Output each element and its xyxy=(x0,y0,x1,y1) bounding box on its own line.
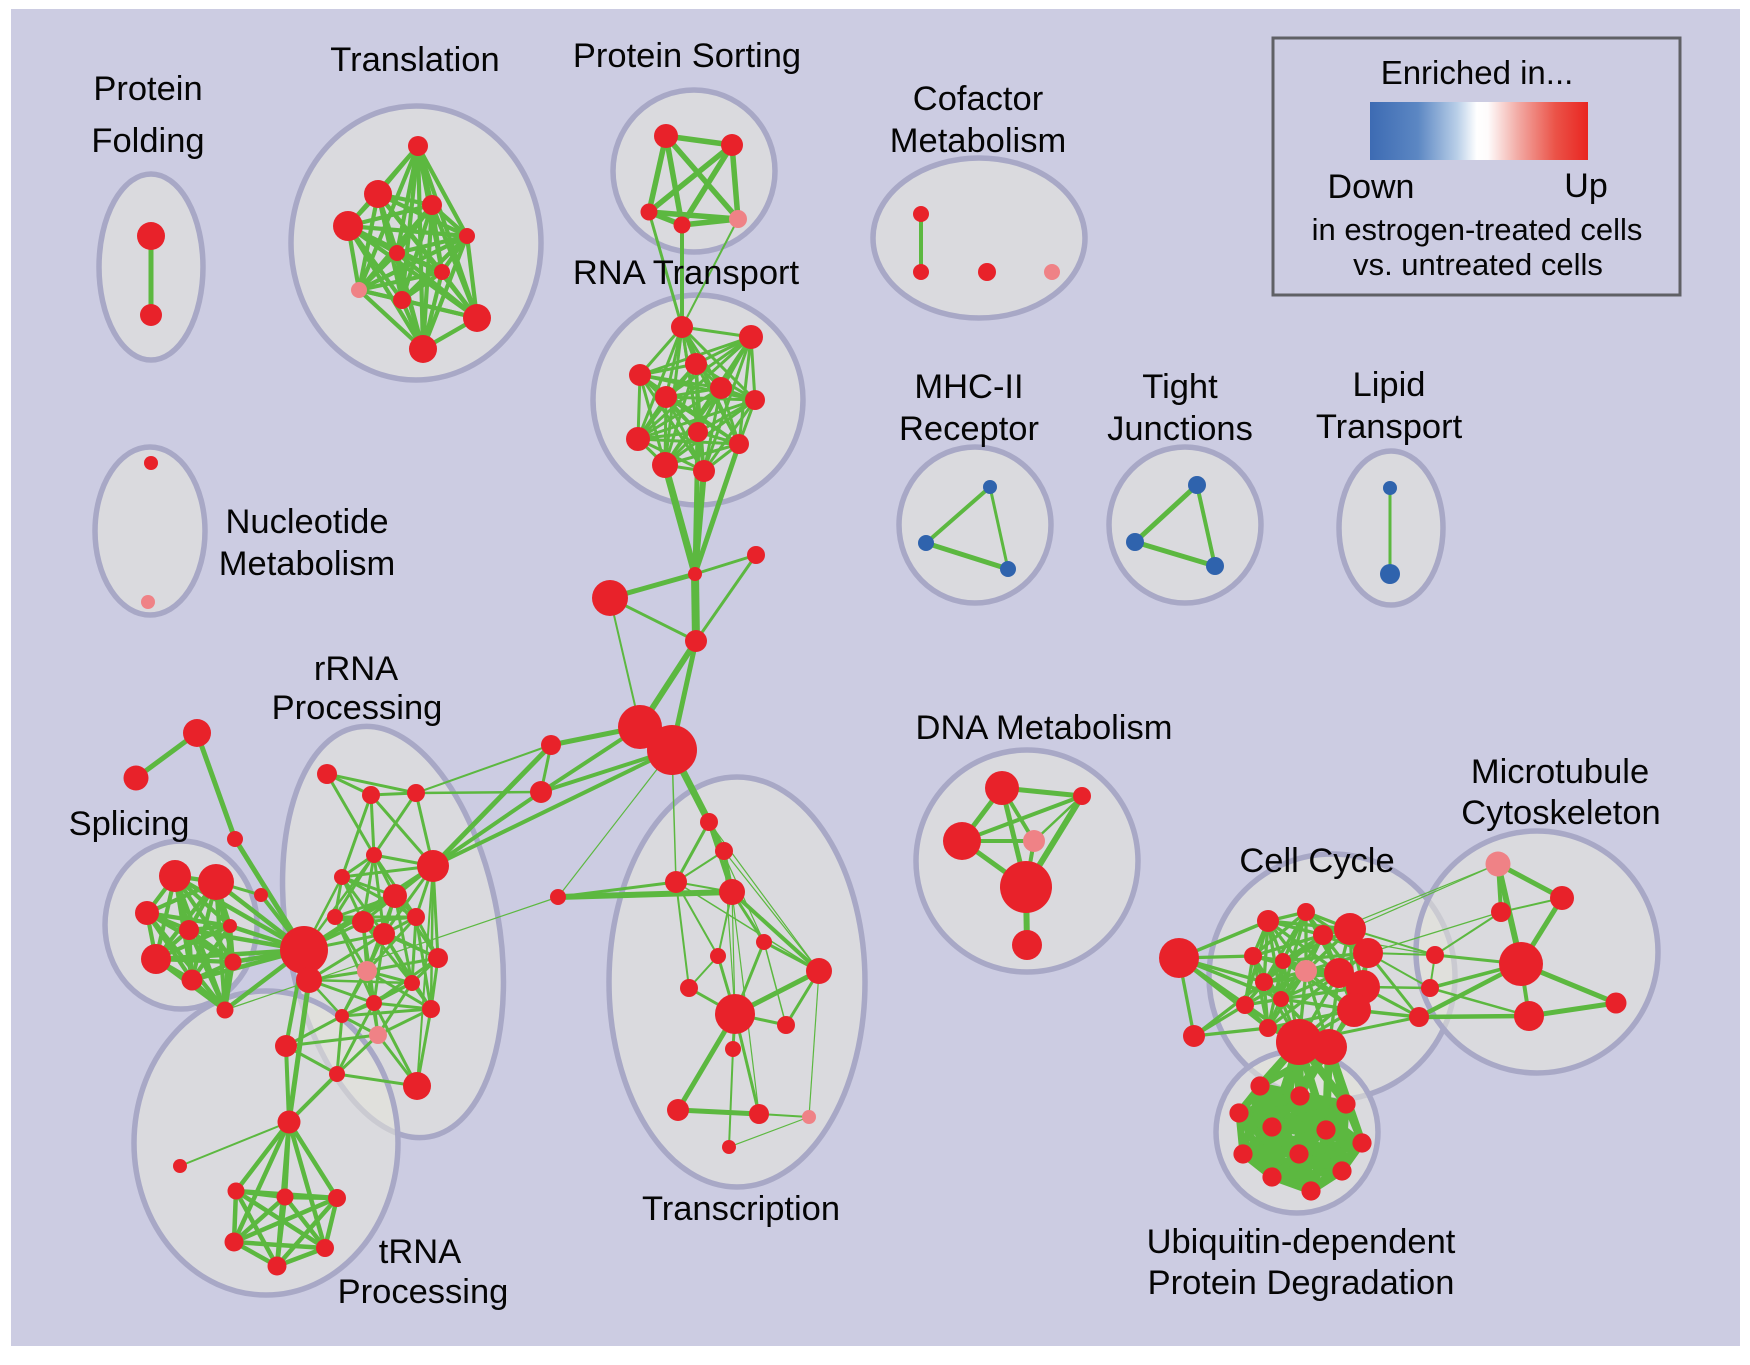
svg-text:Receptor: Receptor xyxy=(899,410,1039,448)
svg-text:in estrogen-treated cells: in estrogen-treated cells xyxy=(1312,212,1643,247)
svg-text:Down: Down xyxy=(1328,168,1415,206)
svg-text:RNA Transport: RNA Transport xyxy=(573,254,800,292)
svg-text:Cofactor: Cofactor xyxy=(913,80,1043,118)
svg-text:Cell Cycle: Cell Cycle xyxy=(1239,842,1394,880)
svg-text:Up: Up xyxy=(1564,167,1607,205)
svg-text:Microtubule: Microtubule xyxy=(1471,753,1649,791)
svg-text:Lipid: Lipid xyxy=(1353,366,1426,404)
svg-text:rRNA: rRNA xyxy=(314,650,398,688)
svg-text:Transport: Transport xyxy=(1316,408,1463,446)
svg-text:MHC-II: MHC-II xyxy=(914,368,1023,406)
svg-text:tRNA: tRNA xyxy=(379,1233,461,1271)
svg-text:DNA Metabolism: DNA Metabolism xyxy=(916,709,1173,747)
svg-text:Splicing: Splicing xyxy=(69,805,190,843)
svg-text:Junctions: Junctions xyxy=(1107,410,1253,448)
svg-text:Enriched in...: Enriched in... xyxy=(1381,54,1574,91)
svg-text:Nucleotide: Nucleotide xyxy=(225,503,388,541)
svg-text:Processing: Processing xyxy=(272,689,443,727)
svg-text:Tight: Tight xyxy=(1142,368,1218,406)
svg-text:Metabolism: Metabolism xyxy=(890,122,1066,160)
svg-text:Folding: Folding xyxy=(91,122,204,160)
svg-text:Transcription: Transcription xyxy=(642,1190,840,1228)
svg-text:Protein Sorting: Protein Sorting xyxy=(573,37,801,75)
svg-text:Ubiquitin-dependent: Ubiquitin-dependent xyxy=(1147,1223,1456,1261)
svg-text:Processing: Processing xyxy=(338,1273,509,1311)
svg-text:Protein Degradation: Protein Degradation xyxy=(1148,1264,1455,1302)
svg-text:Translation: Translation xyxy=(330,41,499,79)
svg-text:vs. untreated cells: vs. untreated cells xyxy=(1353,247,1603,282)
svg-text:Protein: Protein xyxy=(93,70,202,108)
svg-text:Cytoskeleton: Cytoskeleton xyxy=(1461,794,1660,832)
svg-text:Metabolism: Metabolism xyxy=(219,545,395,583)
